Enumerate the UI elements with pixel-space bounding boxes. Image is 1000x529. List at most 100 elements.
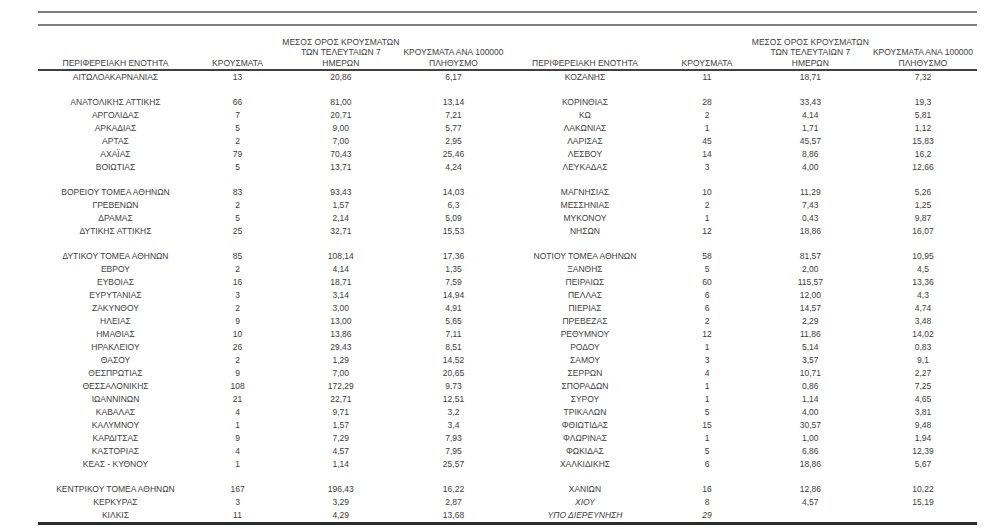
avg7-cell: 14,57 <box>752 302 869 315</box>
table-row: ΛΑΡΙΣΑΣ4545,5715,83 <box>508 135 978 148</box>
spacer-row <box>38 84 508 96</box>
cases-cell: 45 <box>662 135 751 148</box>
table-row: ΜΑΓΝΗΣΙΑΣ1011,295,26 <box>508 186 978 199</box>
per100k-cell: 5,26 <box>869 186 977 199</box>
spacer-row <box>38 238 508 250</box>
region-cell: ΠΕΛΛΑΣ <box>508 289 663 302</box>
avg7-cell: 0,86 <box>752 380 869 393</box>
region-cell: ΑΡΚΑΔΙΑΣ <box>38 122 193 135</box>
per100k-cell: 13,36 <box>869 276 977 289</box>
region-cell: ΤΡΙΚΑΛΩΝ <box>508 406 663 419</box>
cases-cell: 58 <box>662 250 751 263</box>
avg7-cell: 2,29 <box>752 315 869 328</box>
cases-cell: 11 <box>662 70 751 84</box>
region-cell: ΠΡΕΒΕΖΑΣ <box>508 315 663 328</box>
regional-cases-report: ΠΕΡΙΦΕΡΕΙΑΚΗ ΕΝΟΤΗΤΑ ΚΡΟΥΣΜΑΤΑ ΜΕΣΟΣ ΟΡΟ… <box>38 11 977 525</box>
cases-cell: 15 <box>662 419 751 432</box>
cases-cell: 5 <box>662 406 751 419</box>
per100k-cell: 16,2 <box>869 148 977 161</box>
per100k-cell: 7,93 <box>400 432 508 445</box>
spacer-cell <box>38 84 508 96</box>
region-cell: ΠΕΙΡΑΙΩΣ <box>508 276 663 289</box>
cases-cell: 5 <box>193 161 282 174</box>
cases-cell: 6 <box>662 458 751 471</box>
col-header-region: ΠΕΡΙΦΕΡΕΙΑΚΗ ΕΝΟΤΗΤΑ <box>38 26 193 70</box>
per100k-cell: 5,67 <box>869 458 977 471</box>
region-cell: ΣΠΟΡΑΔΩΝ <box>508 380 663 393</box>
per100k-cell: 9,87 <box>869 212 977 225</box>
avg7-cell: 9,00 <box>282 122 399 135</box>
per100k-cell: 3,48 <box>869 315 977 328</box>
region-cell: ΗΜΑΘΙΑΣ <box>38 328 193 341</box>
cases-cell: 28 <box>662 96 751 109</box>
per100k-cell: 7,21 <box>400 109 508 122</box>
table-row: ΠΕΛΛΑΣ612,004,3 <box>508 289 978 302</box>
per100k-cell: 17,36 <box>400 250 508 263</box>
per100k-cell: 1,25 <box>869 199 977 212</box>
avg7-cell: 13,71 <box>282 161 399 174</box>
cases-cell: 79 <box>193 148 282 161</box>
col-header-avg7-line1: ΜΕΣΟΣ ΟΡΟΣ ΚΡΟΥΣΜΑΤΩΝ <box>752 37 869 48</box>
tables-row: ΠΕΡΙΦΕΡΕΙΑΚΗ ΕΝΟΤΗΤΑ ΚΡΟΥΣΜΑΤΑ ΜΕΣΟΣ ΟΡΟ… <box>38 26 977 525</box>
avg7-cell: 10,71 <box>752 367 869 380</box>
region-cell: ΧΑΛΚΙΔΙΚΗΣ <box>508 458 663 471</box>
region-cell: ΡΕΘΥΜΝΟΥ <box>508 328 663 341</box>
region-cell: ΚΕΝΤΡΙΚΟΥ ΤΟΜΕΑ ΑΘΗΝΩΝ <box>38 483 193 496</box>
table-row: ΞΑΝΘΗΣ52,004,5 <box>508 263 978 276</box>
cases-cell: 1 <box>662 122 751 135</box>
per100k-cell: 20,65 <box>400 367 508 380</box>
avg7-cell: 20,71 <box>282 109 399 122</box>
region-cell: ΔΡΑΜΑΣ <box>38 212 193 225</box>
table-row: ΚΕΑΣ - ΚΥΘΝΟΥ11,1425,57 <box>38 458 508 471</box>
per100k-cell: 25,57 <box>400 458 508 471</box>
region-cell: ΥΠΟ ΔΙΕΡΕΥΝΗΣΗ <box>508 509 663 524</box>
table-row: ΧΑΝΙΩΝ1612,8610,22 <box>508 483 978 496</box>
per100k-cell: 14,03 <box>400 186 508 199</box>
table-row: ΔΡΑΜΑΣ52,145,09 <box>38 212 508 225</box>
table-row: ΑΧΑΪΑΣ7970,4325,46 <box>38 148 508 161</box>
avg7-cell: 18,86 <box>752 225 869 238</box>
per100k-cell: 7,59 <box>400 276 508 289</box>
spacer-cell <box>38 471 508 483</box>
per100k-cell: 4,65 <box>869 393 977 406</box>
region-cell: ΛΑΡΙΣΑΣ <box>508 135 663 148</box>
cases-cell: 2 <box>662 199 751 212</box>
per100k-cell: 5,65 <box>400 315 508 328</box>
spacer-row <box>38 471 508 483</box>
avg7-cell: 29,43 <box>282 341 399 354</box>
table-row: ΗΡΑΚΛΕΙΟΥ2629,438,51 <box>38 341 508 354</box>
region-cell: ΑΡΤΑΣ <box>38 135 193 148</box>
avg7-cell: 81,57 <box>752 250 869 263</box>
region-cell: ΞΑΝΘΗΣ <box>508 263 663 276</box>
avg7-cell <box>752 509 869 524</box>
avg7-cell: 18,71 <box>282 276 399 289</box>
region-cell: ΛΕΥΚΑΔΑΣ <box>508 161 663 174</box>
region-cell: ΛΕΣΒΟΥ <box>508 148 663 161</box>
cases-cell: 2 <box>193 263 282 276</box>
cases-cell: 83 <box>193 186 282 199</box>
avg7-cell: 45,57 <box>752 135 869 148</box>
table-row: ΚΑΣΤΟΡΙΑΣ44,577,95 <box>38 445 508 458</box>
region-cell: ΑΧΑΪΑΣ <box>38 148 193 161</box>
avg7-cell: 4,29 <box>282 509 399 524</box>
avg7-cell: 1,14 <box>752 393 869 406</box>
region-cell: ΑΙΤΩΛΟΑΚΑΡΝΑΝΙΑΣ <box>38 70 193 84</box>
avg7-cell: 9,71 <box>282 406 399 419</box>
spacer-cell <box>508 471 978 483</box>
avg7-cell: 30,57 <box>752 419 869 432</box>
cases-cell: 8 <box>662 496 751 509</box>
table-row: ΣΕΡΡΩΝ410,712,27 <box>508 367 978 380</box>
top-rule-1 <box>38 11 977 13</box>
table-row: ΠΡΕΒΕΖΑΣ22,293,48 <box>508 315 978 328</box>
cases-cell: 60 <box>662 276 751 289</box>
per100k-cell: 13,14 <box>400 96 508 109</box>
per100k-cell: 3,81 <box>869 406 977 419</box>
table-row: ΚΟΖΑΝΗΣ1118,717,32 <box>508 70 978 84</box>
cases-cell: 1 <box>662 393 751 406</box>
region-cell: ΝΗΣΩΝ <box>508 225 663 238</box>
table-row: ΛΕΥΚΑΔΑΣ34,0012,66 <box>508 161 978 174</box>
avg7-cell: 13,00 <box>282 315 399 328</box>
region-cell: ΜΑΓΝΗΣΙΑΣ <box>508 186 663 199</box>
regional-table-right: ΠΕΡΙΦΕΡΕΙΑΚΗ ΕΝΟΤΗΤΑ ΚΡΟΥΣΜΑΤΑ ΜΕΣΟΣ ΟΡΟ… <box>508 26 978 525</box>
spacer-row <box>508 174 978 186</box>
